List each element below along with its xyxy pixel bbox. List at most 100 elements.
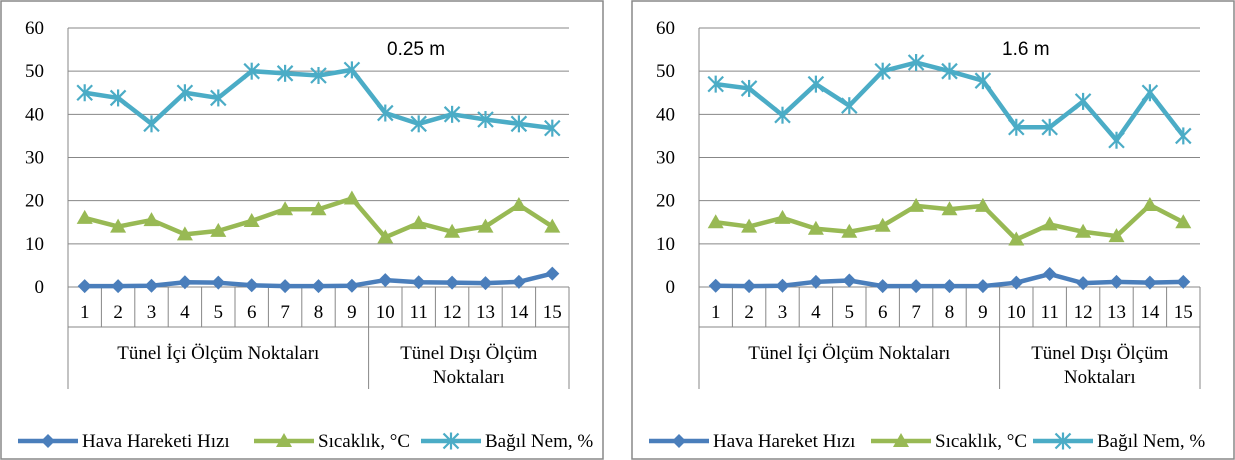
data-point <box>1075 223 1092 238</box>
data-point <box>1008 231 1025 246</box>
height-annotation: 0.25 m <box>387 39 445 60</box>
data-point <box>941 62 958 80</box>
y-tick-label: 40 <box>656 104 675 125</box>
data-point <box>1176 274 1191 289</box>
data-point <box>807 75 825 93</box>
data-point <box>343 190 360 205</box>
y-tick-label: 10 <box>25 234 44 255</box>
data-point <box>176 226 193 241</box>
data-point <box>1142 275 1157 290</box>
legend-entry: Sıcaklık, °C <box>871 431 1027 452</box>
x-tick-label: 12 <box>443 302 462 323</box>
x-tick-label: 14 <box>509 302 529 323</box>
data-point <box>909 279 924 294</box>
data-point <box>742 279 757 294</box>
data-point <box>510 196 527 211</box>
group-label: Tünel Dışı Ölçüm Noktaları <box>400 343 537 388</box>
data-point <box>310 66 327 84</box>
data-point <box>842 273 857 288</box>
y-tick-label: 50 <box>25 61 44 82</box>
x-tick-label: 8 <box>945 302 955 323</box>
group-label: Tünel İçi Ölçüm Noktaları <box>748 343 950 364</box>
legend-entry: Hava Hareket Hızı <box>649 431 855 452</box>
x-tick-label: 1 <box>711 302 721 323</box>
legend-label: Hava Hareket Hızı <box>713 431 855 452</box>
data-point <box>177 275 192 290</box>
x-tick-label: 15 <box>1174 302 1193 323</box>
data-point <box>510 115 528 133</box>
data-point <box>1074 92 1092 110</box>
data-point <box>410 215 427 230</box>
x-tick-label: 10 <box>376 302 395 323</box>
data-point <box>277 201 294 216</box>
data-point <box>311 279 326 294</box>
x-tick-label: 2 <box>113 302 123 323</box>
data-point <box>774 209 791 224</box>
x-tick-label: 3 <box>778 302 788 323</box>
data-point <box>544 119 561 137</box>
x-tick-label: 6 <box>247 302 257 323</box>
data-point <box>741 218 758 233</box>
data-point <box>445 275 460 290</box>
y-tick-label: 20 <box>25 191 44 212</box>
chart-frame <box>0 0 604 460</box>
data-point <box>941 201 958 216</box>
data-point <box>545 266 560 281</box>
data-point <box>411 275 426 290</box>
data-point <box>477 111 494 129</box>
data-point <box>874 62 891 80</box>
data-point <box>841 97 858 115</box>
data-point <box>343 61 361 79</box>
chart-frame <box>631 0 1235 460</box>
data-point <box>974 197 991 212</box>
data-point <box>377 229 394 244</box>
data-point <box>176 84 194 102</box>
legend-label: Sıcaklık, °C <box>318 431 410 452</box>
series-3 <box>707 54 1192 149</box>
legend-label: Bağıl Nem, % <box>1097 431 1205 452</box>
data-point <box>111 279 126 294</box>
data-point <box>775 278 790 293</box>
data-point <box>974 72 992 90</box>
legend-label: Hava Hareketi Hızı <box>82 431 230 452</box>
height-annotation: 1.6 m <box>1002 39 1050 60</box>
y-tick-label: 20 <box>656 191 675 212</box>
x-tick-label: 11 <box>1041 302 1059 323</box>
data-point <box>808 274 823 289</box>
data-point <box>276 64 294 82</box>
legend-marker <box>893 433 909 447</box>
x-tick-label: 7 <box>280 302 290 323</box>
data-point <box>410 115 427 133</box>
data-point <box>144 278 159 293</box>
x-tick-label: 12 <box>1074 302 1093 323</box>
legend-label: Sıcaklık, °C <box>935 431 1027 452</box>
group-label: Tünel Dışı Ölçüm Noktaları <box>1031 343 1168 388</box>
data-point <box>841 223 858 238</box>
data-point <box>477 218 494 233</box>
data-point <box>443 105 461 123</box>
data-point <box>544 218 561 233</box>
y-tick-label: 0 <box>35 277 45 298</box>
x-tick-label: 5 <box>214 302 224 323</box>
y-tick-label: 40 <box>25 104 44 125</box>
x-tick-label: 13 <box>476 302 495 323</box>
data-point <box>1076 276 1091 291</box>
legend-entry: Bağıl Nem, % <box>1033 431 1205 452</box>
data-point <box>511 274 526 289</box>
data-point <box>76 84 93 102</box>
x-tick-label: 6 <box>878 302 888 323</box>
legend-marker <box>1054 432 1072 450</box>
y-tick-label: 30 <box>656 148 675 169</box>
data-point <box>244 278 259 293</box>
x-tick-label: 9 <box>347 302 357 323</box>
y-tick-label: 50 <box>656 61 675 82</box>
data-point <box>310 201 327 216</box>
series-1 <box>708 267 1191 294</box>
series-3 <box>76 61 561 137</box>
data-point <box>278 279 293 294</box>
data-point <box>707 214 724 229</box>
x-tick-label: 11 <box>410 302 428 323</box>
data-point <box>110 218 127 233</box>
data-point <box>344 278 359 293</box>
x-tick-label: 5 <box>845 302 855 323</box>
